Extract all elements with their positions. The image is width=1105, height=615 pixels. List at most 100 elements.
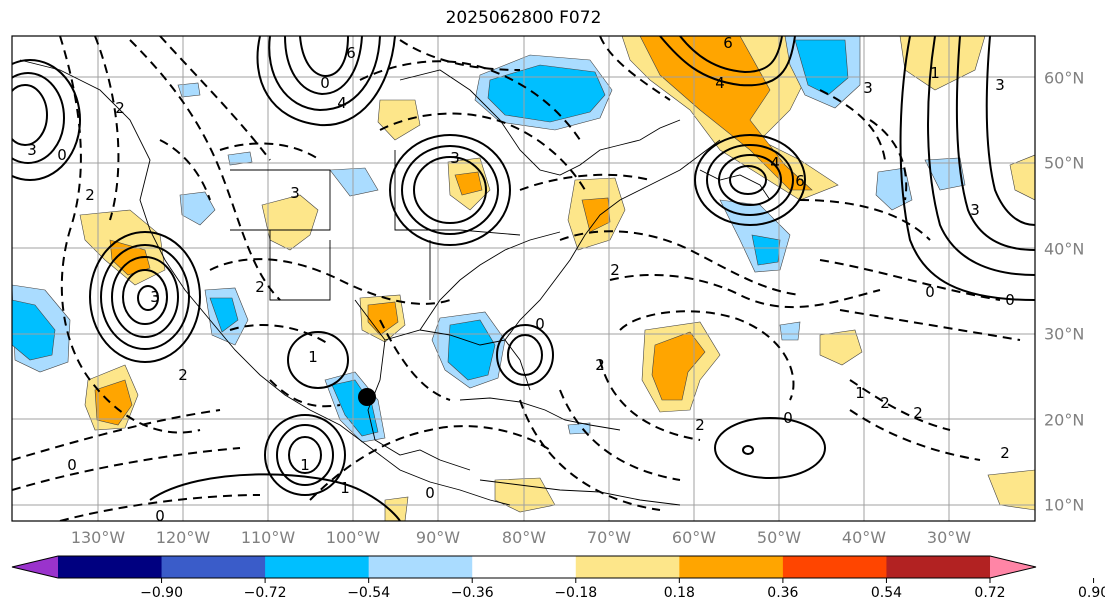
contour-label: 1 — [930, 64, 940, 82]
lat-label: 60°N — [1044, 68, 1085, 88]
contour-label: 2 — [913, 404, 923, 422]
contour-label: 0 — [155, 507, 165, 525]
colorbar-segment — [161, 556, 266, 578]
colorbar-segment — [368, 556, 473, 578]
contour-label: 1 — [340, 479, 350, 497]
colorbar-outline — [11, 555, 1037, 579]
lat-label: 40°N — [1044, 239, 1085, 259]
contour-label: 1 — [308, 348, 318, 366]
contour-label: 0 — [535, 315, 545, 333]
contour-labels: 6 4 6 4 3 3 3 3 2 2 2 2 1 1 0 0 0 0 0 0 … — [27, 34, 1015, 525]
lon-label: 90°W — [415, 528, 461, 547]
shade-negative-strong — [12, 299, 56, 361]
shade-positive-strong — [639, 36, 813, 191]
lon-label: 50°W — [756, 528, 802, 547]
colorbar-segment — [782, 556, 887, 578]
shade-negative — [177, 82, 201, 98]
map-title: 2025062800 F072 — [445, 8, 602, 28]
contour-label: 6 — [346, 44, 356, 62]
lon-label: 80°W — [501, 528, 547, 547]
contour-label: 6 — [795, 172, 805, 190]
shade-negative-strong — [209, 297, 239, 333]
colorbar-segment — [265, 556, 370, 578]
colorbar-segment — [472, 556, 577, 578]
contour-label: 2 — [880, 394, 890, 412]
colorbar-tick-label: −0.18 — [554, 585, 598, 601]
colorbar-segment — [575, 556, 680, 578]
contour-label: 4 — [715, 74, 725, 92]
dashed-contours — [12, 36, 1021, 521]
shade-negative-strong — [751, 234, 781, 266]
lat-label: 20°N — [1044, 410, 1085, 430]
colorbar-segment — [58, 556, 163, 578]
colorbar-tick-label: −0.72 — [243, 585, 287, 601]
colorbar-tick-label: 0.90 — [1077, 585, 1105, 601]
contour-label: 2 — [695, 416, 705, 434]
lon-label: 120°W — [155, 528, 211, 547]
contour-label: 3 — [995, 76, 1005, 94]
contour-label: 3 — [863, 79, 873, 97]
contour-label: 6 — [723, 34, 733, 52]
lon-label: 30°W — [926, 528, 972, 547]
storm-marker — [358, 388, 376, 406]
colorbar-extend-high — [990, 556, 1036, 578]
shade-negative — [179, 191, 216, 226]
colorbar-tick-label: −0.90 — [140, 585, 183, 601]
contour-label: 2 — [255, 278, 265, 296]
shade-negative-strong — [447, 319, 496, 381]
colorbar-tick-label: −0.36 — [450, 585, 494, 601]
shade-positive — [1009, 154, 1035, 201]
colorbar-segment — [679, 556, 784, 578]
contour-label: 1 — [300, 456, 310, 474]
contour-label: 2 — [610, 261, 620, 279]
contour-label: 2 — [85, 186, 95, 204]
contour-label: 2 — [115, 99, 125, 117]
contour-label: 0 — [67, 456, 77, 474]
shade-negative — [924, 157, 966, 191]
contour-label: 2 — [1000, 444, 1010, 462]
contour-label: 2 — [595, 356, 605, 374]
solid-contours — [12, 36, 1035, 521]
contour-label: 2 — [178, 366, 188, 384]
lon-label: 40°W — [841, 528, 887, 547]
contour-label: 4 — [337, 94, 347, 112]
contour-label: 0 — [783, 409, 793, 427]
contour-label: 0 — [925, 283, 935, 301]
contour-label: 0 — [57, 146, 67, 164]
shade-positive-strong — [651, 331, 706, 401]
coastlines — [19, 59, 771, 506]
shade-positive — [987, 469, 1035, 511]
contour-label: 3 — [970, 201, 980, 219]
map-panel — [12, 36, 1035, 521]
shade-positive — [494, 477, 556, 513]
shade-positive-strong — [94, 379, 133, 426]
colorbar-tick-label: 0.18 — [663, 585, 695, 601]
contour-label: 3 — [27, 141, 37, 159]
contour-label: 3 — [450, 149, 460, 167]
shade-positive — [384, 496, 409, 521]
contour-label: 0 — [1005, 291, 1015, 309]
shade-positive-strong — [581, 197, 611, 233]
colorbar — [11, 555, 1095, 583]
lon-label: 60°W — [671, 528, 717, 547]
shade-negative — [779, 321, 801, 341]
contour-label: 0 — [320, 74, 330, 92]
shade-negative — [227, 151, 253, 166]
lon-label: 130°W — [70, 528, 126, 547]
lon-label: 70°W — [586, 528, 632, 547]
contour-label: 4 — [770, 154, 780, 172]
colorbar-tick-label: 0.36 — [767, 585, 799, 601]
lat-label: 30°N — [1044, 324, 1085, 344]
lat-label: 10°N — [1044, 495, 1085, 515]
contour-label: 0 — [425, 484, 435, 502]
lat-label: 50°N — [1044, 153, 1085, 173]
shade-negative-strong — [331, 379, 379, 437]
grid-lines — [12, 36, 1035, 521]
shade-positive-strong — [454, 171, 483, 196]
colorbar-tick-label: 0.54 — [870, 585, 903, 601]
shade-positive — [377, 99, 421, 141]
colorbar-segment — [886, 556, 991, 578]
contour-label: 3 — [150, 288, 160, 306]
colorbar-tick-label: 0.72 — [974, 585, 1006, 601]
contour-label: 1 — [855, 384, 865, 402]
